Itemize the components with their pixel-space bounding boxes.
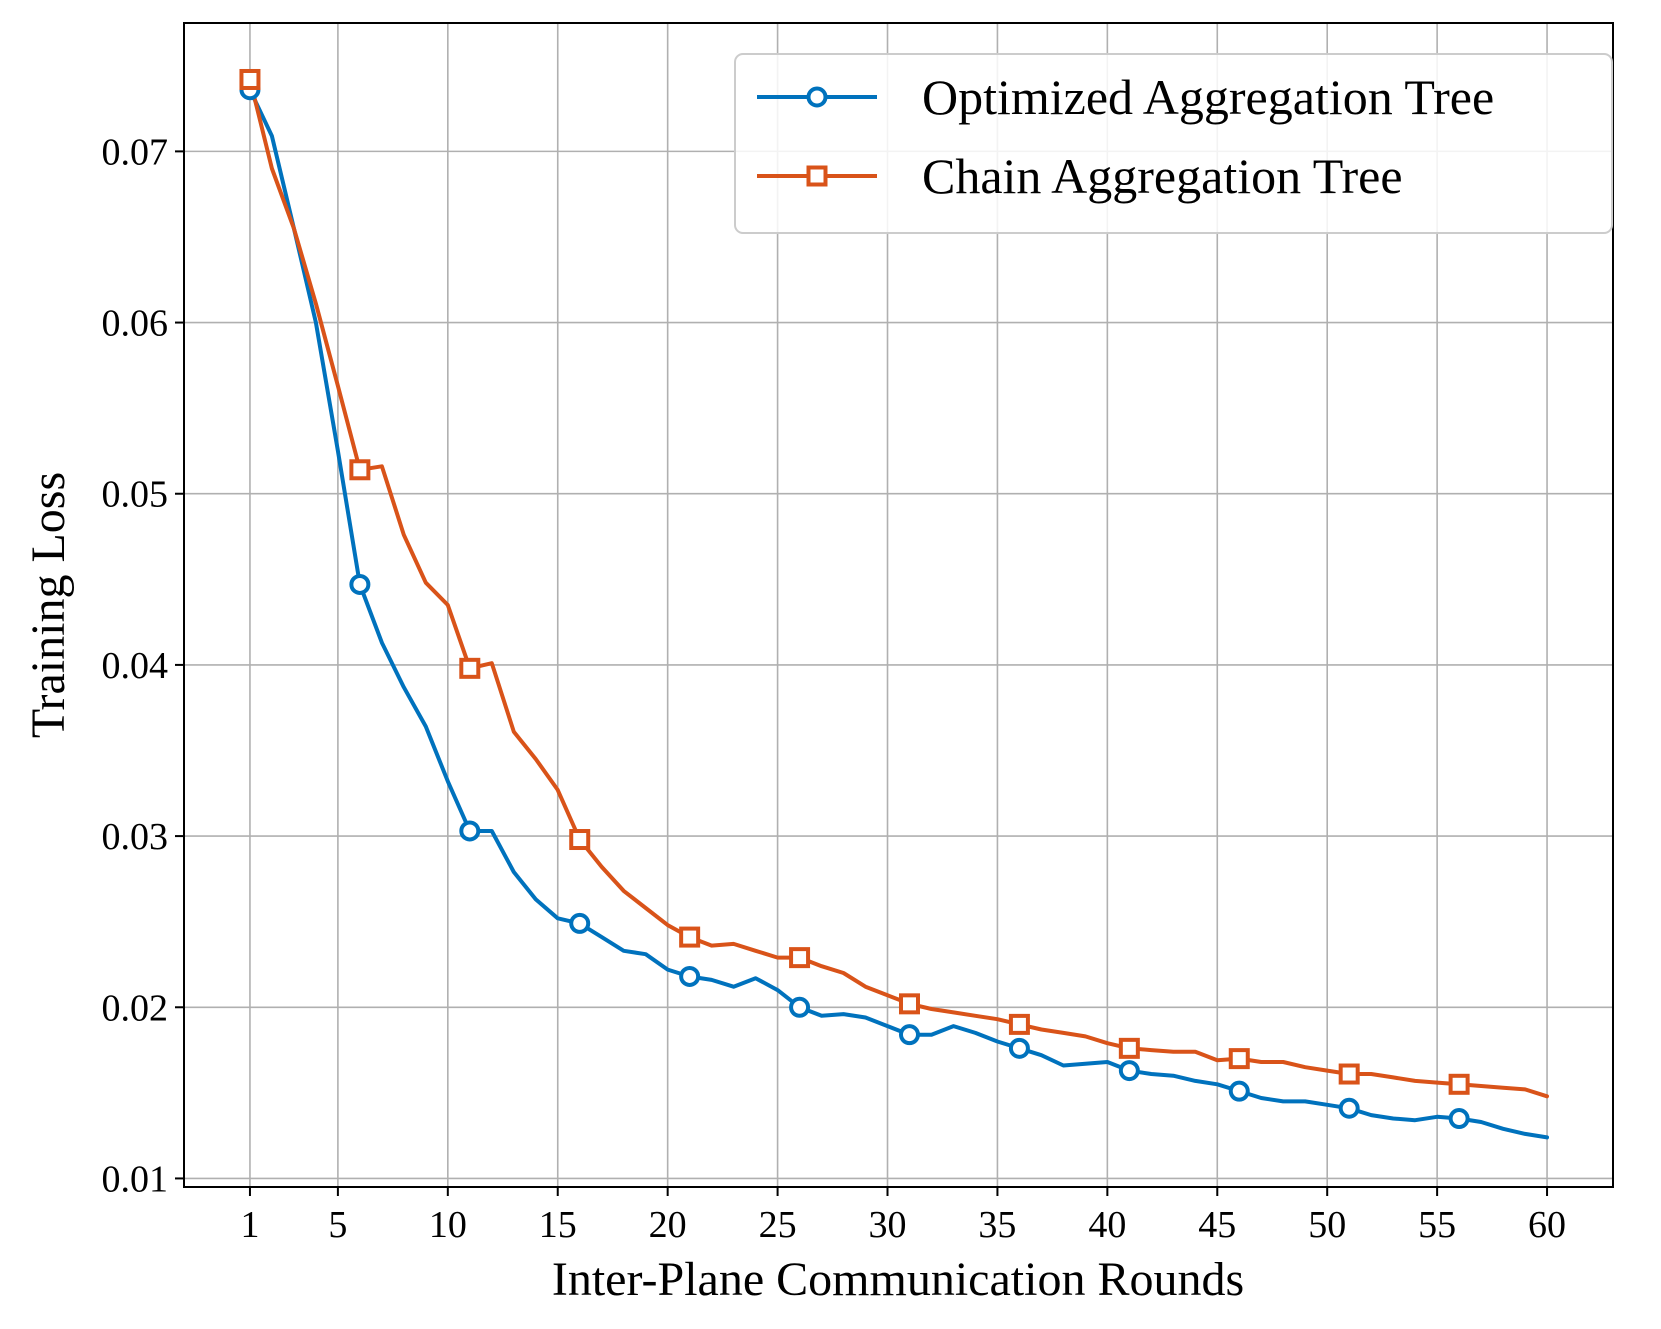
square-data-point	[679, 926, 701, 948]
x-tick-label: 1	[240, 1204, 259, 1246]
series-line-1	[248, 87, 1549, 1140]
x-tick-label: 25	[759, 1204, 797, 1246]
y-tick-label: 0.06	[102, 303, 169, 345]
y-tick-label: 0.07	[102, 131, 169, 173]
square-data-point	[1008, 1013, 1030, 1035]
circle-data-point	[679, 965, 701, 987]
legend-box	[734, 53, 1613, 234]
square-data-point	[789, 947, 811, 969]
y-tick-label: 0.03	[102, 816, 169, 858]
y-tick-label: 0.05	[102, 474, 169, 516]
square-data-point	[1448, 1073, 1470, 1095]
square-data-point	[1338, 1063, 1360, 1085]
x-axis-title: Inter-Plane Communication Rounds	[552, 1253, 1244, 1306]
plot-frame	[183, 22, 1614, 1188]
x-tick-label: 5	[328, 1204, 347, 1246]
x-tick-label: 35	[978, 1204, 1016, 1246]
circle-data-point	[1118, 1060, 1140, 1082]
y-axis-title: Training Loss	[22, 472, 75, 738]
circle-data-point	[1228, 1080, 1250, 1102]
square-data-point	[569, 829, 591, 851]
square-data-point	[239, 68, 261, 90]
circle-data-point	[1448, 1108, 1470, 1130]
legend-marker-1	[806, 86, 828, 108]
square-data-point	[1118, 1037, 1140, 1059]
x-tick-label: 15	[539, 1204, 577, 1246]
circle-data-point	[898, 1024, 920, 1046]
y-tick-label: 0.04	[102, 645, 169, 687]
series-markers	[239, 68, 1470, 1130]
legend: Optimized Aggregation Tree Chain Aggregat…	[734, 53, 1613, 234]
square-data-point	[459, 657, 481, 679]
circle-data-point	[349, 573, 371, 595]
x-tick-label: 10	[429, 1204, 467, 1246]
x-tick-label: 20	[649, 1204, 687, 1246]
series-line-2	[248, 77, 1549, 1099]
circle-data-point	[789, 996, 811, 1018]
circle-data-point	[459, 820, 481, 842]
x-tick-label: 30	[869, 1204, 907, 1246]
y-axis: 0.01 0.02 0.03 0.04 0.05 0.06 0.07	[102, 131, 184, 1200]
series-lines	[248, 77, 1549, 1140]
circle-data-point	[569, 912, 591, 934]
legend-label-1: Optimized Aggregation Tree	[922, 69, 1494, 125]
x-tick-label: 60	[1528, 1204, 1566, 1246]
circle-data-point	[1008, 1037, 1030, 1059]
y-tick-label: 0.01	[102, 1158, 169, 1200]
circle-data-point	[1338, 1097, 1360, 1119]
x-axis: 1 5 10 15 20 25 30 35 40 45 50 55 60	[240, 1187, 1566, 1246]
legend-marker-2	[806, 165, 828, 187]
legend-label-2: Chain Aggregation Tree	[922, 148, 1403, 204]
y-tick-label: 0.02	[102, 987, 169, 1029]
square-data-point	[898, 993, 920, 1015]
x-tick-label: 40	[1088, 1204, 1126, 1246]
square-data-point	[1228, 1048, 1250, 1070]
x-tick-label: 50	[1308, 1204, 1346, 1246]
x-tick-label: 45	[1198, 1204, 1236, 1246]
x-tick-label: 55	[1418, 1204, 1456, 1246]
square-data-point	[349, 459, 371, 481]
